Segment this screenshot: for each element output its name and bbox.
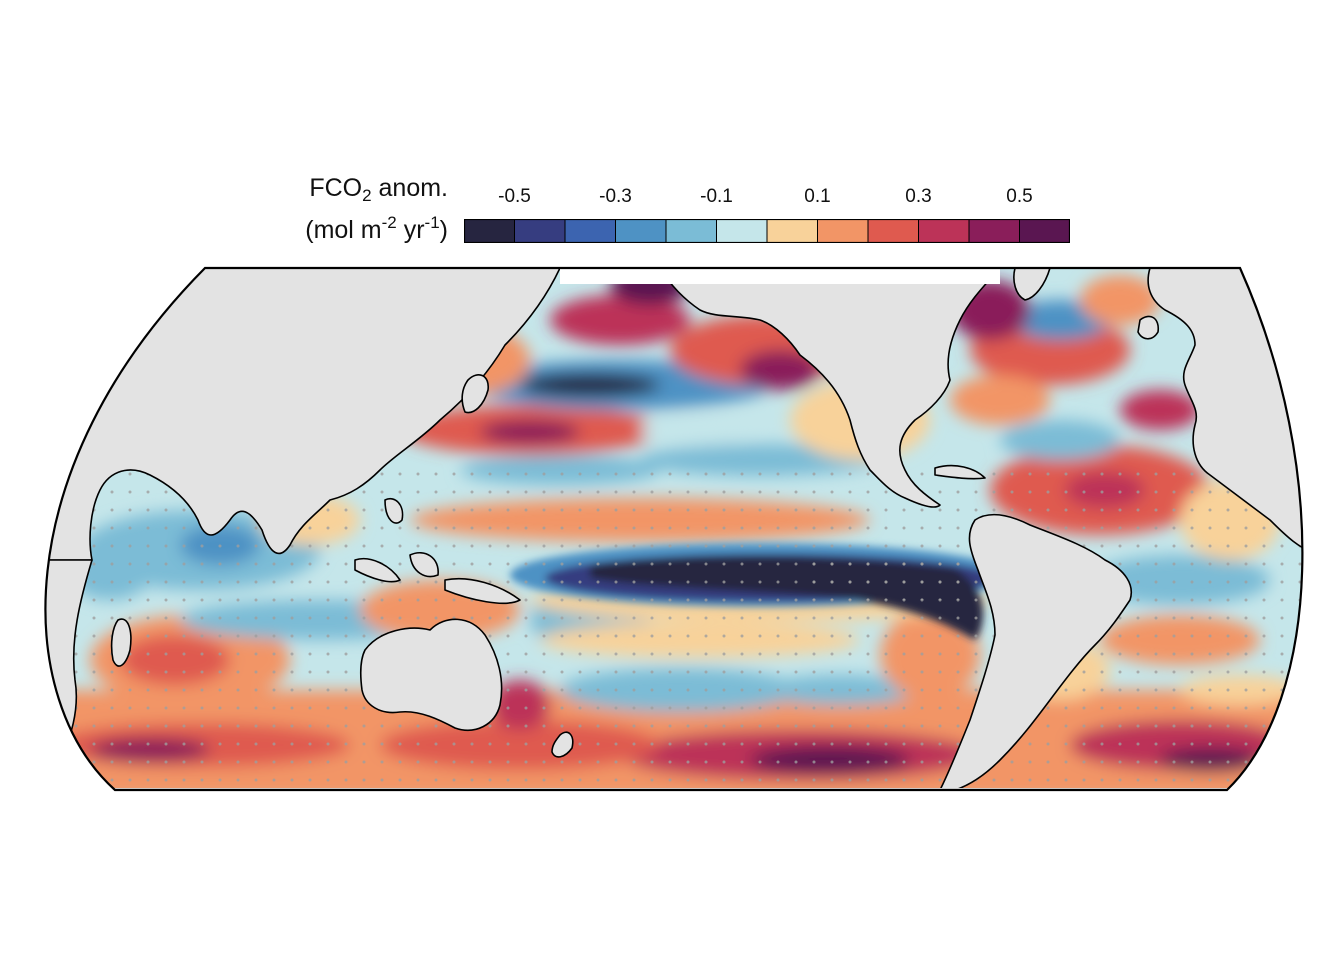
colorbar-bin-3 bbox=[615, 219, 667, 243]
colorbar-bin-11 bbox=[1019, 219, 1070, 243]
map-frame bbox=[44, 266, 1304, 792]
colorbar-bin-0 bbox=[464, 219, 515, 243]
colorbar-tick-label: -0.5 bbox=[498, 186, 531, 207]
colorbar-bin-9 bbox=[918, 219, 970, 243]
north-america-land bbox=[659, 268, 1001, 508]
japan-land bbox=[461, 374, 489, 414]
south-america-land bbox=[939, 513, 1132, 790]
colorbar bbox=[464, 219, 1070, 243]
madagascar-land bbox=[110, 618, 132, 667]
colorbar-bin-10 bbox=[969, 219, 1020, 243]
missing-data-patch bbox=[560, 268, 1000, 284]
colorbar-bin-2 bbox=[565, 219, 616, 243]
colorbar-tick-label: -0.3 bbox=[599, 186, 632, 207]
colorbar-bin-4 bbox=[666, 219, 717, 243]
colorbar-tick-label: -0.1 bbox=[700, 186, 733, 207]
greenland-land bbox=[1013, 268, 1051, 301]
colorbar-bin-1 bbox=[514, 219, 566, 243]
map-panel bbox=[45, 268, 1303, 790]
colorbar-tick-label: 0.3 bbox=[905, 186, 932, 207]
australia-land bbox=[359, 618, 503, 732]
colorbar-tick-label: 0.5 bbox=[1006, 186, 1033, 207]
colorbar-border bbox=[464, 219, 1070, 243]
new-zealand-land bbox=[551, 731, 574, 758]
colorbar-bin-8 bbox=[868, 219, 919, 243]
legend-units: (mol m-2 yr-1) bbox=[305, 213, 448, 244]
colorbar-bin-5 bbox=[716, 219, 768, 243]
colorbar-tick-label: 0.1 bbox=[804, 186, 831, 207]
colorbar-bin-6 bbox=[767, 219, 818, 243]
colorbar-bin-7 bbox=[817, 219, 869, 243]
legend-title: FCO2 anom. bbox=[309, 174, 448, 205]
